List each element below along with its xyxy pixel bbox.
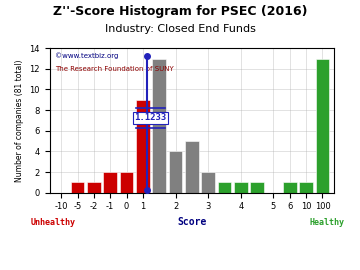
Bar bbox=[168, 151, 183, 193]
Text: 1.1233: 1.1233 bbox=[134, 113, 166, 122]
Bar bbox=[299, 182, 313, 193]
Text: Industry: Closed End Funds: Industry: Closed End Funds bbox=[104, 24, 256, 34]
Bar bbox=[152, 59, 166, 193]
Bar bbox=[217, 182, 231, 193]
Bar bbox=[201, 172, 215, 193]
Text: Z''-Score Histogram for PSEC (2016): Z''-Score Histogram for PSEC (2016) bbox=[53, 5, 307, 18]
X-axis label: Score: Score bbox=[177, 217, 207, 227]
Text: Unhealthy: Unhealthy bbox=[31, 218, 76, 227]
Text: The Research Foundation of SUNY: The Research Foundation of SUNY bbox=[55, 66, 174, 72]
Bar bbox=[136, 100, 150, 193]
Bar bbox=[185, 141, 199, 193]
Bar bbox=[316, 59, 329, 193]
Bar bbox=[250, 182, 264, 193]
Bar bbox=[234, 182, 248, 193]
Bar bbox=[283, 182, 297, 193]
Text: ©www.textbiz.org: ©www.textbiz.org bbox=[55, 53, 119, 59]
Bar bbox=[87, 182, 101, 193]
Bar bbox=[103, 172, 117, 193]
Y-axis label: Number of companies (81 total): Number of companies (81 total) bbox=[15, 59, 24, 182]
Bar bbox=[71, 182, 85, 193]
Text: Healthy: Healthy bbox=[310, 218, 345, 227]
Bar bbox=[120, 172, 134, 193]
